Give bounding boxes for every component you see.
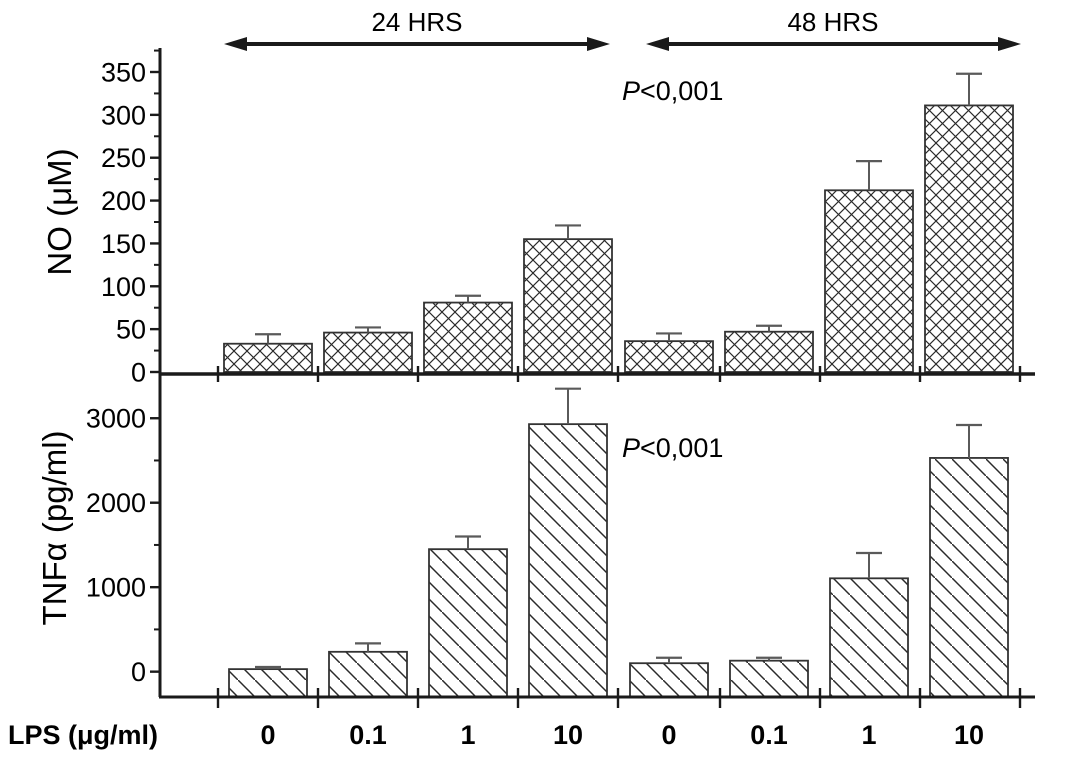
bar-no-48hrs-1: [824, 189, 914, 373]
x-axis-title-lps: LPS (μg/ml): [8, 720, 158, 750]
y-tick-label-top: 0: [131, 358, 146, 388]
bar-tnfa-48hrs-0: [629, 662, 709, 698]
p-rest-top: <0,001: [640, 76, 723, 106]
x-tick-label-lps: 10: [954, 720, 984, 750]
p-value-annotation-top: P<0,001: [622, 76, 723, 106]
y-tick-label-top: 150: [101, 229, 146, 259]
group-label-48hrs: 48 HRS: [787, 7, 878, 37]
y-tick-label-top: 300: [101, 100, 146, 130]
bar-tnfa-48hrs-0.1: [729, 659, 809, 698]
y-tick-label-top: 250: [101, 143, 146, 173]
x-tick-label-lps: 10: [553, 720, 583, 750]
x-tick-label-lps: 0.1: [750, 720, 788, 750]
bar-tnfa-48hrs-10: [929, 457, 1009, 698]
arrow-head-left-icon: [224, 37, 247, 51]
y-tick-label-top: 100: [101, 272, 146, 302]
y-axis-title-no: NO (μM): [41, 148, 78, 275]
y-axis-title-tnfa: TNFα (pg/ml): [36, 430, 73, 625]
bar-no-24hrs-0.1: [323, 331, 413, 373]
x-tick-label-lps: 0: [260, 720, 275, 750]
arrow-head-left-icon: [646, 37, 669, 51]
y-tick-label-bottom: 0: [131, 657, 146, 687]
y-tick-label-top: 200: [101, 186, 146, 216]
bar-tnfa-24hrs-0: [228, 668, 308, 698]
bar-no-48hrs-10: [924, 104, 1014, 373]
arrow-head-right-icon: [587, 37, 610, 51]
bar-tnfa-48hrs-1: [829, 577, 909, 698]
p-italic-bottom: P: [622, 433, 640, 463]
x-tick-label-lps: 1: [460, 720, 475, 750]
y-tick-label-bottom: 1000: [86, 573, 146, 603]
bar-tnfa-24hrs-10: [528, 423, 608, 698]
x-tick-label-lps: 0.1: [349, 720, 387, 750]
bar-no-48hrs-0: [624, 340, 714, 373]
p-italic-top: P: [622, 76, 640, 106]
bar-no-24hrs-1: [423, 301, 513, 373]
bar-tnfa-24hrs-1: [428, 548, 508, 698]
bar-no-48hrs-0.1: [724, 330, 814, 373]
x-tick-label-lps: 0: [661, 720, 676, 750]
y-tick-label-top: 350: [101, 58, 146, 88]
group-label-24hrs: 24 HRS: [371, 7, 462, 37]
bar-no-24hrs-0: [223, 342, 313, 373]
y-tick-label-bottom: 3000: [86, 404, 146, 434]
p-rest-bottom: <0,001: [640, 433, 723, 463]
x-tick-label-lps: 1: [861, 720, 876, 750]
p-value-annotation-bottom: P<0,001: [622, 433, 723, 463]
bar-no-24hrs-10: [523, 238, 613, 373]
y-tick-label-top: 50: [116, 315, 146, 345]
arrow-head-right-icon: [998, 37, 1021, 51]
bar-tnfa-24hrs-0.1: [328, 650, 408, 698]
y-tick-label-bottom: 2000: [86, 488, 146, 518]
